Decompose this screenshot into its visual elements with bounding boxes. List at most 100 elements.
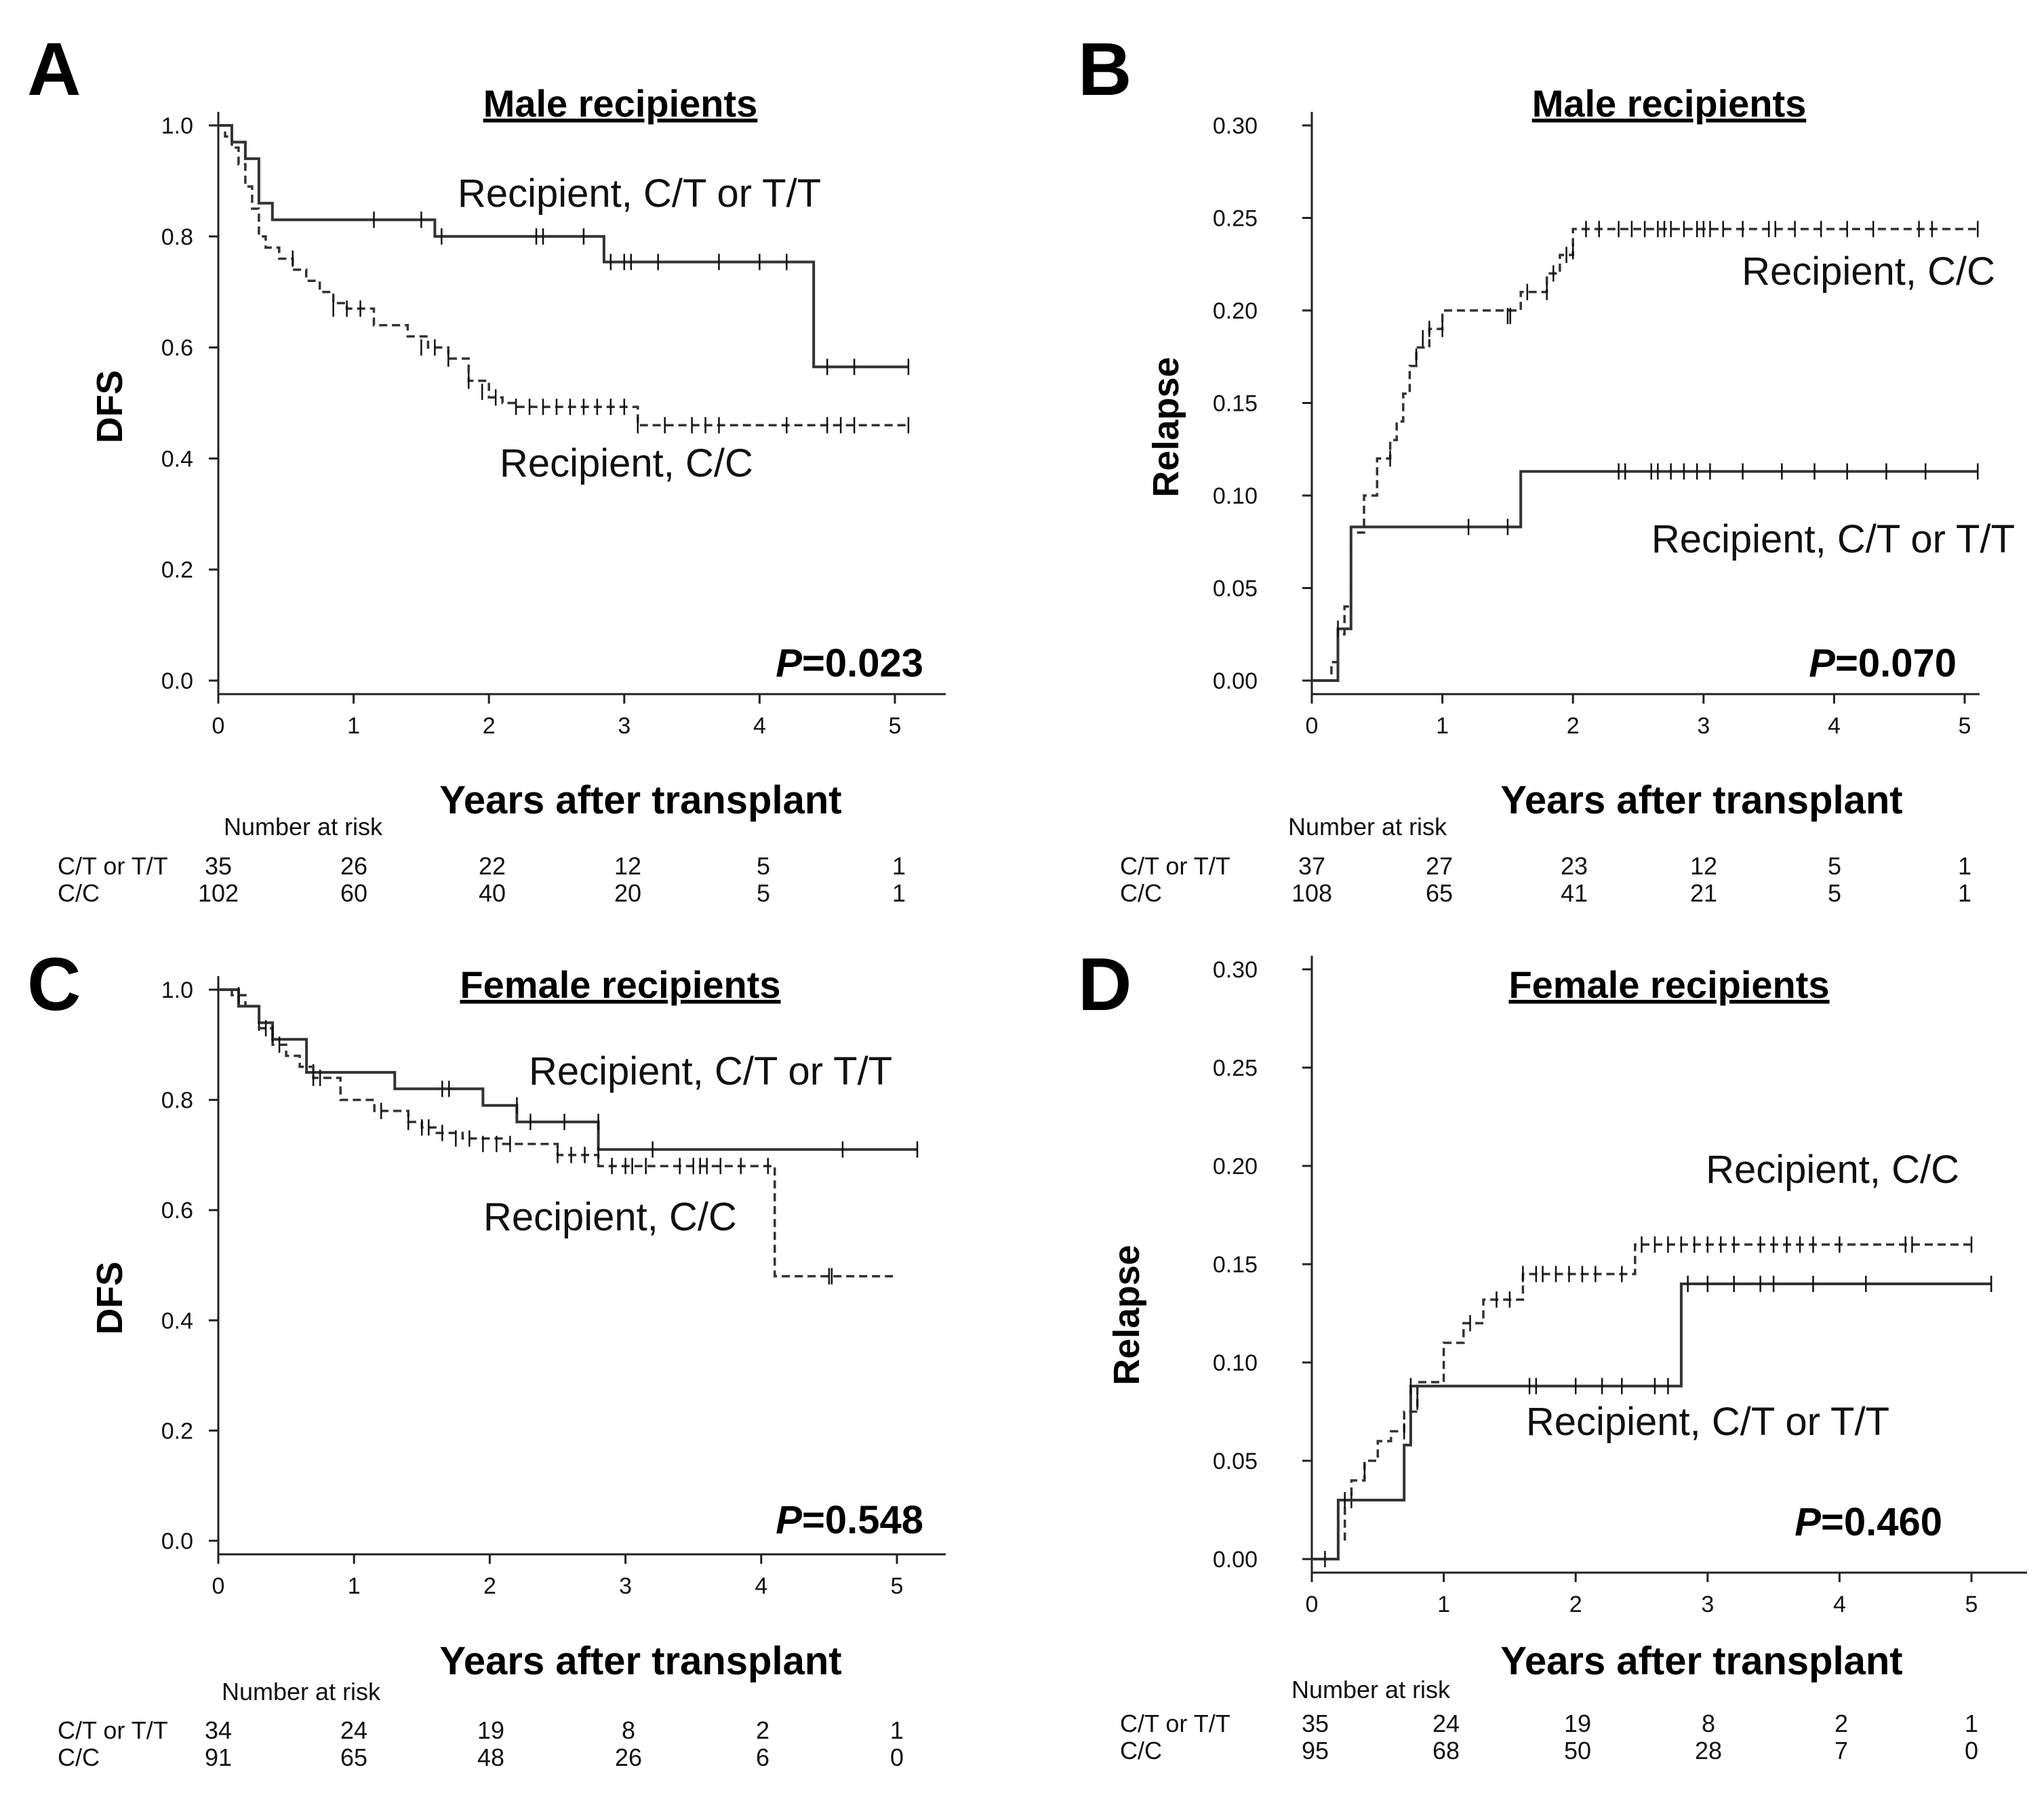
risk-value: 5 [1828, 852, 1841, 880]
p-value-number: =0.460 [1821, 1500, 1942, 1544]
p-value-symbol: P [1809, 641, 1835, 685]
y-tick-label: 0.05 [1213, 576, 1258, 602]
x-tick-label: 5 [1959, 713, 1971, 739]
y-tick-label: 0.4 [161, 1308, 193, 1334]
p-value-number: =0.548 [802, 1498, 923, 1542]
series-annotation: Recipient, C/T or T/T [529, 1049, 892, 1093]
y-tick-label: 0.10 [1213, 483, 1258, 509]
risk-value: 24 [1432, 1710, 1460, 1737]
x-tick-label: 0 [212, 1573, 225, 1599]
x-tick-label: 4 [755, 1573, 767, 1599]
y-tick-label: 0.2 [161, 557, 193, 583]
risk-value: 6 [756, 1743, 769, 1771]
risk-row-label: C/T or T/T [58, 1716, 168, 1744]
risk-value: 35 [1302, 1710, 1329, 1737]
x-tick-label: 1 [348, 1573, 361, 1599]
y-tick-label: 0.2 [161, 1418, 193, 1444]
panel-title: Female recipients [1508, 963, 1829, 1006]
y-tick-label: 0.4 [161, 446, 193, 472]
y-tick-label: 0.15 [1213, 1252, 1258, 1278]
y-tick-label: 1.0 [161, 977, 193, 1003]
series-annotation: Recipient, C/T or T/T [1526, 1400, 1889, 1444]
y-tick-label: 0.8 [161, 224, 193, 250]
risk-value: 0 [890, 1743, 904, 1771]
risk-row-label: C/T or T/T [1120, 852, 1230, 880]
risk-value: 1 [1965, 1710, 1978, 1737]
x-tick-label: 2 [483, 1573, 496, 1599]
y-tick-label: 0.0 [161, 668, 193, 694]
x-tick-label: 1 [347, 713, 360, 739]
x-tick-label: 3 [618, 713, 630, 739]
panel-d: D Female recipients 0.00 0.05 0.10 0.15 0.20 0.… [1078, 943, 2027, 1764]
risk-value: 35 [205, 852, 232, 880]
x-axis-label: Years after transplant [439, 778, 841, 822]
panel-letter: B [1078, 28, 1131, 111]
x-axis-label: Years after transplant [1500, 778, 1902, 822]
x-tick-label: 0 [212, 713, 225, 739]
panel-b: B Male recipients 0.00 0.05 0.10 0.15 0.20 0.25… [1078, 28, 2015, 907]
series-annotation: Recipient, C/T or T/T [458, 171, 821, 216]
panel-title: Female recipients [460, 963, 780, 1006]
x-tick-label: 0 [1306, 713, 1319, 739]
risk-value: 68 [1432, 1737, 1460, 1764]
risk-value: 0 [1965, 1737, 1978, 1764]
y-tick-label: 0.20 [1213, 1154, 1258, 1179]
km-curve-cc [218, 124, 908, 427]
risk-value: 8 [1702, 1710, 1715, 1737]
risk-value: 26 [615, 1743, 642, 1771]
risk-table-title: Number at risk [222, 1678, 381, 1705]
p-value: P=0.548 [776, 1498, 923, 1542]
p-value-number: =0.070 [1835, 641, 1957, 685]
panel-letter: D [1078, 943, 1131, 1026]
risk-table-title: Number at risk [1288, 813, 1447, 841]
series-annotation: Recipient, C/C [1706, 1148, 1959, 1192]
x-tick-label: 4 [1833, 1592, 1846, 1617]
x-tick-label: 3 [1697, 713, 1710, 739]
risk-row-label: C/C [1120, 879, 1162, 907]
risk-row-label: C/T or T/T [1120, 1710, 1230, 1737]
risk-value: 2 [1835, 1710, 1848, 1737]
x-tick-label: 5 [889, 713, 902, 739]
risk-value: 5 [757, 852, 770, 880]
y-tick-label: 0.15 [1213, 391, 1258, 417]
risk-value: 12 [1690, 852, 1717, 880]
panel-letter: C [27, 943, 81, 1026]
y-axis-label: DFS [89, 1261, 130, 1335]
x-tick-label: 3 [1701, 1592, 1714, 1617]
risk-value: 7 [1835, 1737, 1848, 1764]
x-tick-label: 5 [891, 1573, 904, 1599]
risk-value: 91 [205, 1743, 232, 1771]
risk-value: 28 [1695, 1737, 1722, 1764]
risk-table-title: Number at risk [224, 813, 383, 841]
x-tick-label: 3 [619, 1573, 632, 1599]
km-curve-ct-tt [1312, 470, 1978, 682]
risk-value: 41 [1561, 879, 1588, 907]
risk-value: 5 [1828, 879, 1841, 907]
x-tick-label: 1 [1436, 713, 1449, 739]
risk-row-label: C/C [1120, 1737, 1162, 1764]
panel-title: Male recipients [1532, 82, 1807, 125]
risk-value: 5 [757, 879, 770, 907]
risk-value: 1 [1958, 879, 1971, 907]
y-tick-label: 0.30 [1213, 957, 1258, 983]
x-tick-label: 2 [1567, 713, 1580, 739]
panel-title: Male recipients [483, 82, 758, 125]
risk-value: 108 [1291, 879, 1332, 907]
y-tick-label: 0.00 [1213, 668, 1258, 694]
p-value-number: =0.023 [802, 641, 923, 685]
y-tick-label: 0.00 [1213, 1547, 1258, 1573]
km-curve-cc [218, 988, 897, 1278]
risk-value: 102 [198, 879, 239, 907]
y-tick-label: 0.05 [1213, 1449, 1258, 1474]
panel-letter: A [27, 28, 81, 111]
p-value: P=0.023 [776, 641, 923, 685]
y-axis-label: Relapse [1106, 1245, 1147, 1385]
risk-row-label: C/T or T/T [58, 852, 168, 880]
y-axis-label: DFS [89, 370, 130, 443]
risk-value: 48 [477, 1743, 504, 1771]
risk-value: 26 [340, 852, 367, 880]
risk-value: 20 [614, 879, 641, 907]
x-tick-label: 4 [1828, 713, 1841, 739]
